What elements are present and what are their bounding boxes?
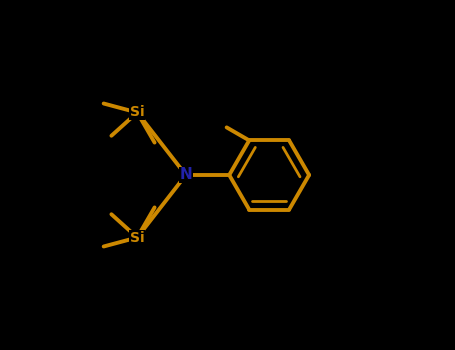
- Text: N: N: [179, 168, 192, 182]
- Text: Si: Si: [130, 105, 145, 119]
- Text: Si: Si: [130, 231, 145, 245]
